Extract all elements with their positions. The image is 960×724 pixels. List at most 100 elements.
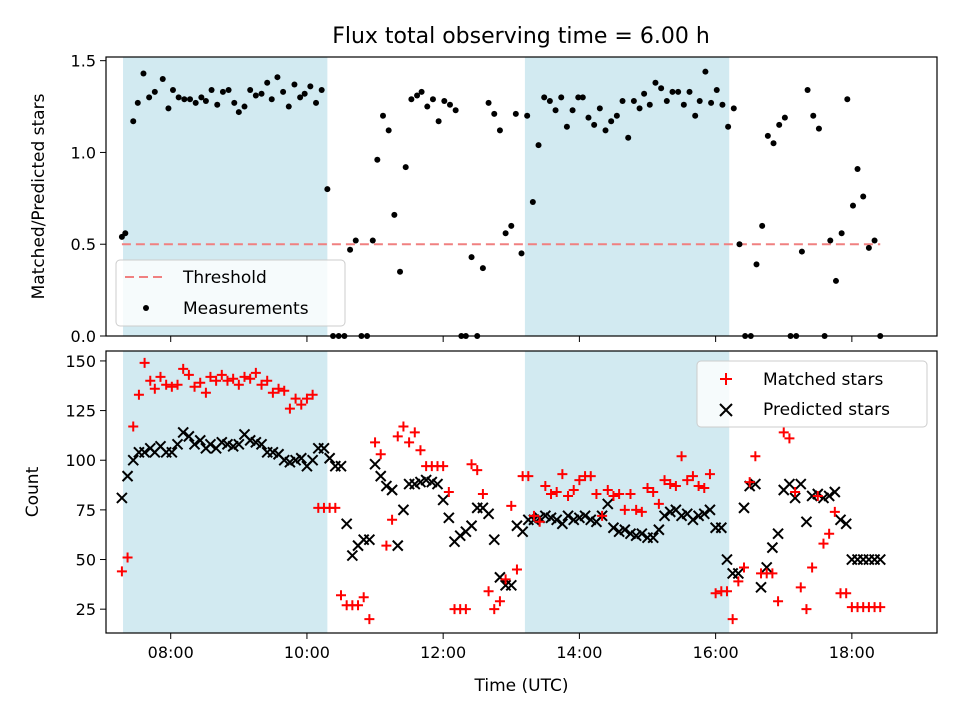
measurement-point [313, 99, 320, 106]
matched-star-marker [540, 481, 551, 492]
predicted-star-marker [437, 494, 449, 506]
bottom-panel: 25 50 75 100 125 150 08:00 10:00 12:00 14:00 16:00… [23, 350, 938, 696]
predicted-star-marker [783, 478, 796, 490]
legend-measurement-swatch [143, 305, 149, 311]
legend-threshold-label: Threshold [182, 268, 267, 288]
predicted-star-marker [171, 438, 184, 451]
predicted-star-marker [647, 531, 659, 544]
measurement-point [285, 103, 292, 110]
measurement-point [352, 237, 359, 244]
matched-star-marker [693, 481, 704, 492]
matched-star-marker [653, 498, 664, 509]
matched-star-marker [335, 590, 346, 601]
measurement-point [408, 96, 415, 103]
measurement-point [669, 88, 676, 95]
measurement-point [871, 237, 878, 244]
matched-star-marker [739, 562, 750, 573]
predicted-star-marker [619, 524, 631, 536]
matched-star-marker [659, 475, 670, 486]
measurement-point [347, 246, 354, 253]
matched-star-marker [116, 566, 127, 577]
matched-star-marker [795, 582, 806, 593]
measurement-point [468, 254, 475, 261]
predicted-star-marker [295, 452, 307, 464]
predicted-star-marker [823, 490, 835, 502]
predicted-star-marker [579, 510, 591, 522]
measurement-point [146, 94, 153, 101]
matched-star-marker [568, 485, 579, 496]
matched-star-marker [619, 504, 630, 515]
predicted-star-marker [127, 454, 139, 466]
measurement-point [274, 74, 281, 81]
matched-star-marker [460, 604, 471, 615]
predicted-star-marker [335, 460, 347, 472]
predicted-star-marker [749, 478, 762, 490]
measurement-point [208, 87, 215, 94]
measurement-point [736, 241, 743, 248]
matched-star-marker [149, 383, 160, 394]
matched-star-marker [665, 479, 676, 490]
matched-star-marker [307, 389, 318, 400]
matched-star-marker [183, 369, 194, 380]
legend-predicted-swatch [719, 403, 733, 417]
predicted-star-marker [318, 442, 330, 455]
matched-star-marker [239, 371, 250, 382]
predicted-star-marker [874, 553, 886, 566]
measurement-point [380, 112, 386, 119]
measurement-point [452, 107, 459, 114]
measurement-point [524, 112, 531, 119]
measurement-point [849, 202, 856, 209]
measurement-point [202, 98, 209, 105]
predicted-star-marker [204, 438, 217, 451]
matched-star-marker [812, 490, 823, 501]
measurement-point [369, 237, 376, 244]
measurement-point [385, 127, 392, 134]
measurement-point [175, 94, 182, 101]
matched-star-marker [279, 385, 290, 396]
measurement-point [192, 99, 199, 106]
matched-star-marker [256, 379, 267, 390]
predicted-star-marker [687, 514, 699, 526]
matched-star-marker [228, 373, 239, 384]
measurement-point [324, 186, 331, 193]
matched-star-marker [250, 367, 261, 378]
measurement-point [258, 90, 265, 97]
matched-star-marker [387, 514, 398, 525]
measurement-point [280, 88, 287, 95]
predicted-star-marker [166, 446, 178, 458]
predicted-star-marker [397, 504, 410, 516]
predicted-star-marker [607, 522, 620, 534]
bottom-panel-ytick-label: 75 [76, 501, 96, 520]
measurement-point [159, 76, 166, 83]
measurement-point [252, 92, 259, 99]
measurement-point [134, 99, 141, 106]
matched-star-marker [370, 437, 381, 448]
predicted-star-marker [306, 454, 319, 466]
measurement-point [652, 79, 659, 86]
predicted-star-marker [188, 438, 201, 451]
measurement-point [235, 109, 242, 116]
matched-star-marker [375, 449, 386, 460]
x-axis-label: Time (UTC) [474, 676, 569, 696]
matched-star-marker [574, 475, 585, 486]
top-panel-ylabel: Matched/Predicted stars [29, 93, 49, 299]
measurement-point [619, 98, 626, 105]
matched-star-marker [245, 373, 256, 384]
matched-star-marker [364, 614, 375, 625]
measurement-point [558, 94, 565, 101]
matched-star-marker [750, 451, 761, 462]
measurement-point [630, 98, 637, 105]
measurement-point [485, 99, 492, 106]
measurement-point [496, 127, 503, 134]
matched-star-marker [472, 465, 483, 476]
measurement-point [591, 121, 598, 128]
legend-matched-swatch [720, 373, 732, 385]
matched-star-marker [875, 602, 886, 613]
predicted-star-marker [795, 478, 807, 490]
matched-star-marker [284, 403, 295, 414]
measurement-point [596, 105, 603, 112]
matched-star-marker [534, 516, 545, 527]
matched-star-marker [778, 427, 789, 438]
matched-star-marker [704, 469, 715, 480]
legend-matched-label: Matched stars [763, 370, 883, 390]
